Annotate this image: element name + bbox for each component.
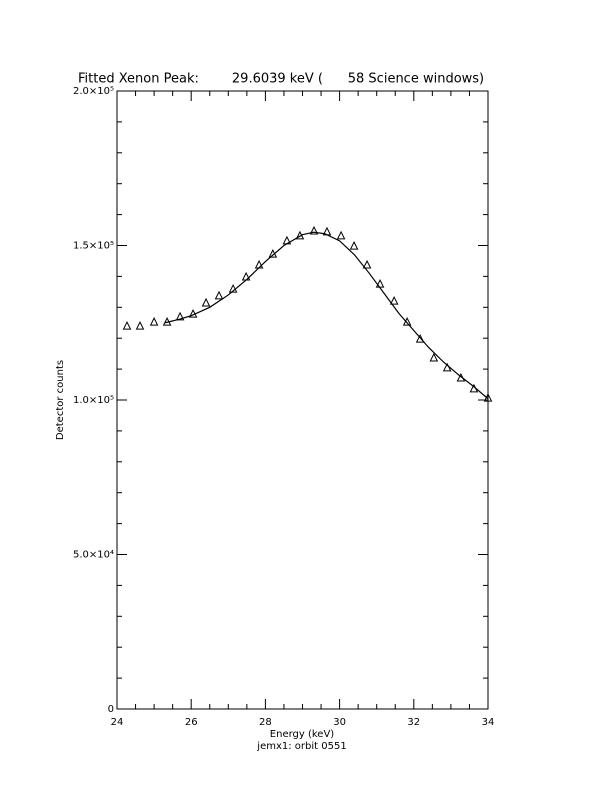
data-point	[362, 259, 372, 269]
x-tick-label: 24	[111, 717, 124, 728]
y-tick-label: 2.0×10⁵	[73, 86, 114, 97]
y-tick-label: 0	[108, 704, 114, 715]
x-tick-label: 26	[185, 717, 198, 728]
x-tick-label: 30	[333, 717, 346, 728]
data-point	[201, 297, 211, 307]
y-tick-label: 1.5×10⁵	[73, 241, 114, 252]
data-point	[309, 225, 319, 235]
data-point	[336, 230, 346, 240]
data-point	[149, 317, 159, 326]
data-point	[415, 334, 425, 343]
x-axis-label: Energy (keV)	[270, 729, 335, 740]
y-axis-label: Detector counts	[55, 360, 66, 440]
fit-line	[165, 231, 489, 400]
data-point	[228, 283, 238, 293]
y-tick-label: 5.0×10⁴	[73, 550, 114, 561]
subtitle: jemx1: orbit 0551	[256, 741, 346, 752]
data-point	[429, 352, 439, 362]
data-point	[389, 296, 399, 305]
data-point	[122, 321, 132, 330]
x-tick-label: 28	[259, 717, 272, 728]
x-tick-label: 32	[407, 717, 420, 728]
chart-title: Fitted Xenon Peak: 29.6039 keV ( 58 Scie…	[78, 72, 484, 87]
data-point	[349, 240, 359, 250]
data-point	[214, 290, 224, 300]
data-point	[135, 321, 145, 330]
x-tick-label: 34	[482, 717, 495, 728]
data-point	[175, 311, 185, 321]
y-tick-label: 1.0×10⁵	[73, 395, 114, 406]
